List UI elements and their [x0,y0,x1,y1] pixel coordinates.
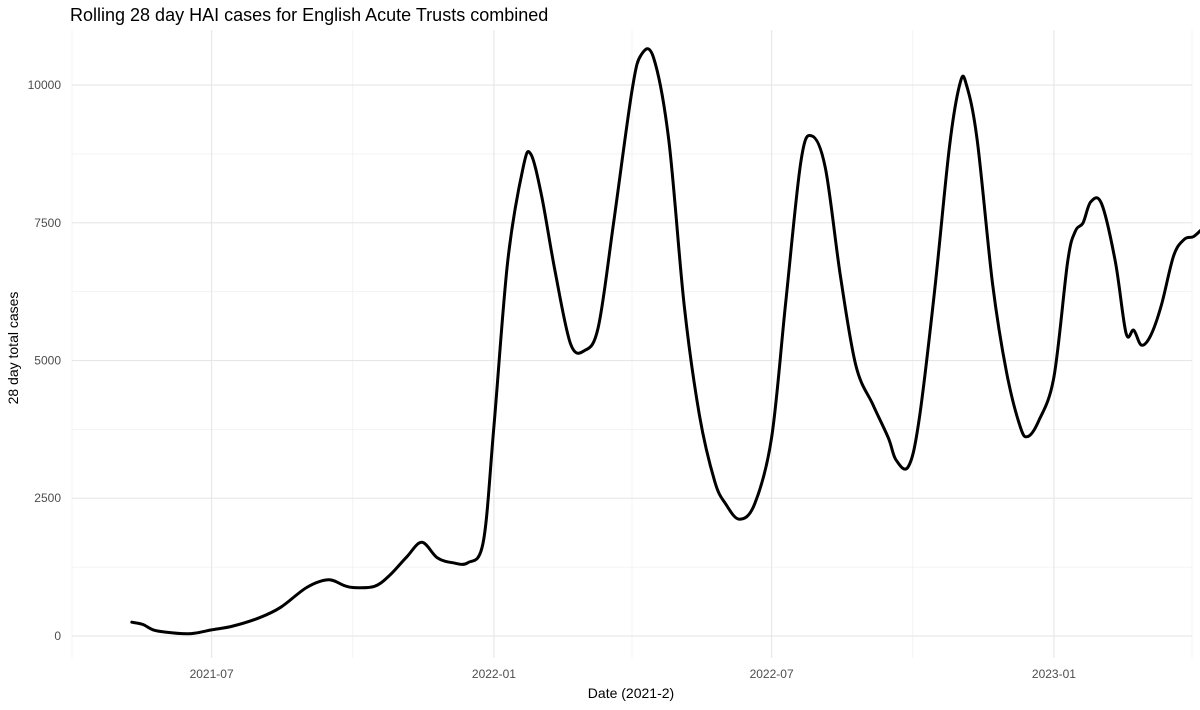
y-tick-label: 7500 [34,216,61,230]
tick-labels: 2021-07 2022-01 2022-07 2023-01 0 2500 5000 750… [28,78,1077,681]
series-lines [130,47,1200,636]
y-axis-title: 28 day total cases [5,292,21,405]
x-tick-label: 2022-01 [472,667,516,681]
x-axis-title: Date (2021-2) [588,685,674,701]
y-tick-label: 0 [54,629,61,643]
chart-title: Rolling 28 day HAI cases for English Acu… [70,5,549,25]
grid-lines [71,30,1193,658]
x-tick-label: 2022-07 [750,667,794,681]
y-tick-label: 2500 [34,491,61,505]
x-tick-label: 2023-01 [1032,667,1076,681]
series-line [130,47,1200,636]
y-tick-label: 5000 [34,354,61,368]
x-tick-label: 2021-07 [190,667,234,681]
y-tick-label: 10000 [28,78,62,92]
